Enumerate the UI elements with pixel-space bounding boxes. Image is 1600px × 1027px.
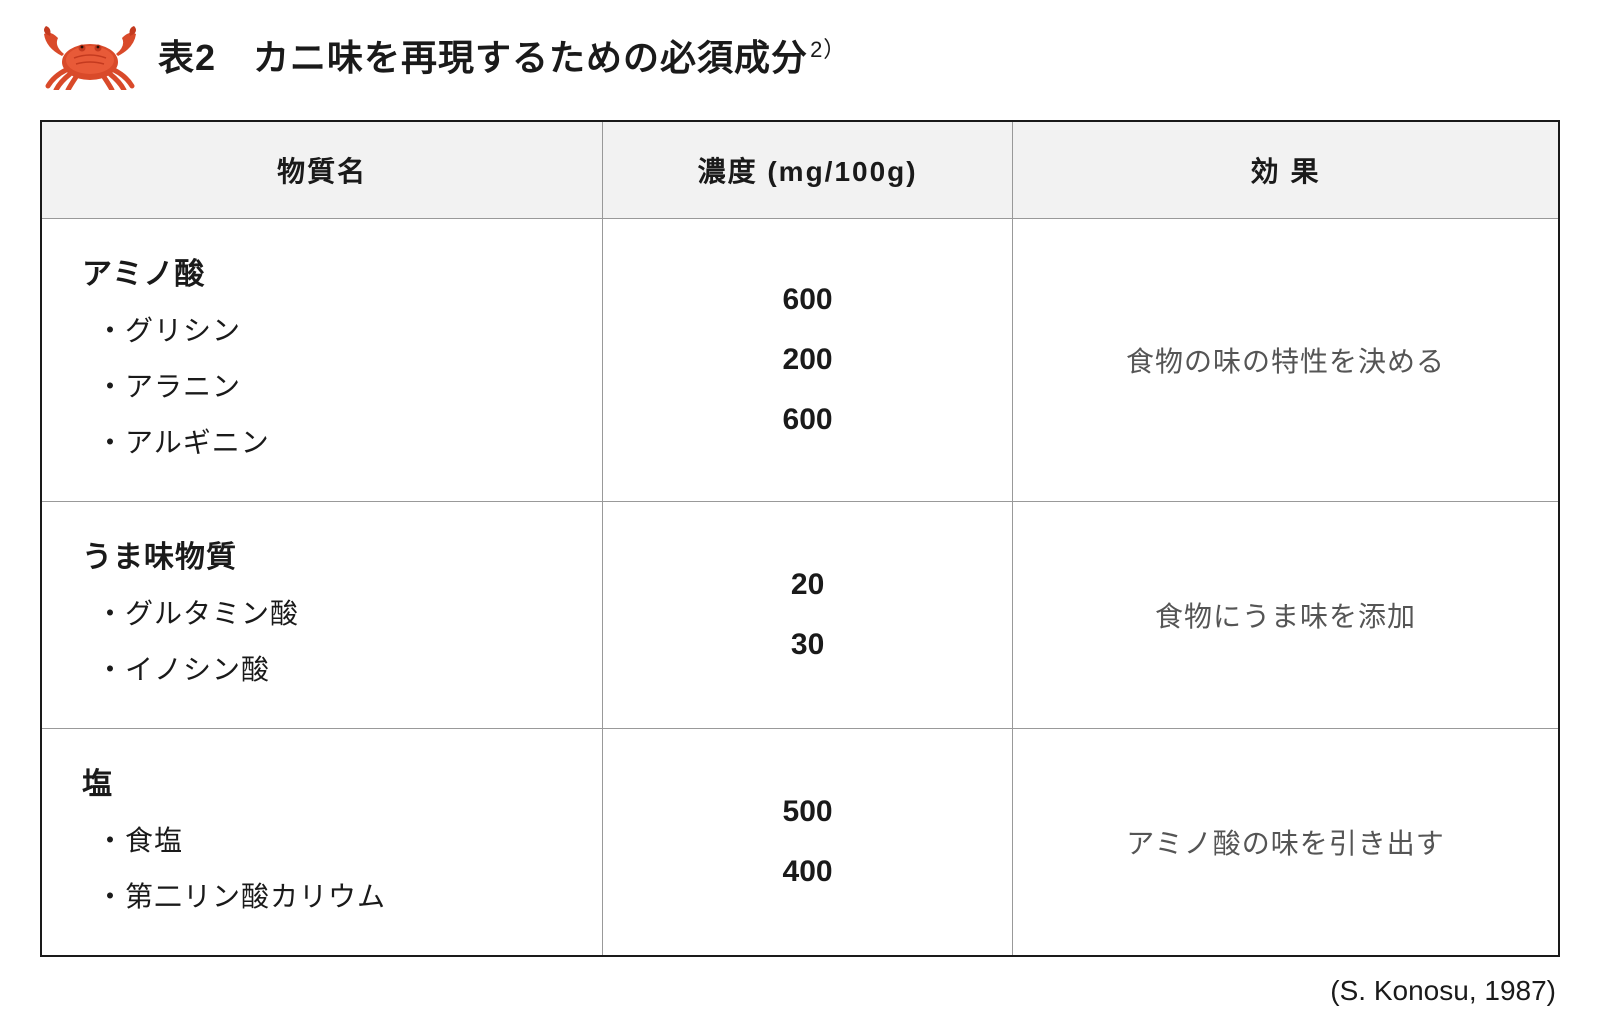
item-line: ・食塩 — [82, 813, 562, 869]
substance-cell: うま味物質 ・グルタミン酸 ・イノシン酸 — [41, 502, 603, 729]
category-label: アミノ酸 — [82, 249, 562, 293]
col-header-effect: 効果 — [1013, 121, 1559, 219]
title-main: カニ味を再現するための必須成分 — [253, 37, 808, 78]
title-superscript: 2） — [810, 37, 846, 62]
title-row: 表2 カニ味を再現するための必須成分2） — [40, 20, 1560, 90]
substance-cell: アミノ酸 ・グリシン ・アラニン ・アルギニン — [41, 219, 603, 502]
table-header-row: 物質名 濃度 (mg/100g) 効果 — [41, 121, 1559, 219]
item-line: ・グルタミン酸 — [82, 586, 562, 642]
conc-value: 30 — [643, 615, 972, 675]
category-label: 塩 — [82, 759, 562, 803]
conc-value: 400 — [643, 842, 972, 902]
conc-value: 200 — [643, 330, 972, 390]
conc-value: 600 — [643, 390, 972, 450]
item-line: ・イノシン酸 — [82, 642, 562, 698]
conc-value: 500 — [643, 782, 972, 842]
table-number: 表2 — [158, 37, 216, 78]
effect-cell: 食物にうま味を添加 — [1013, 502, 1559, 729]
item-line: ・グリシン — [82, 303, 562, 359]
citation: (S. Konosu, 1987) — [40, 975, 1560, 1007]
category-label: うま味物質 — [82, 532, 562, 576]
table-row: アミノ酸 ・グリシン ・アラニン ・アルギニン 600 200 600 食物の味… — [41, 219, 1559, 502]
table-title: 表2 カニ味を再現するための必須成分2） — [158, 29, 846, 81]
concentration-cell: 20 30 — [603, 502, 1013, 729]
conc-value: 600 — [643, 270, 972, 330]
table-row: うま味物質 ・グルタミン酸 ・イノシン酸 20 30 食物にうま味を添加 — [41, 502, 1559, 729]
item-line: ・第二リン酸カリウム — [82, 869, 562, 925]
conc-value: 20 — [643, 555, 972, 615]
col-header-substance: 物質名 — [41, 121, 603, 219]
ingredients-table: 物質名 濃度 (mg/100g) 効果 アミノ酸 ・グリシン ・アラニン ・アル… — [40, 120, 1560, 957]
substance-cell: 塩 ・食塩 ・第二リン酸カリウム — [41, 729, 603, 957]
effect-cell: 食物の味の特性を決める — [1013, 219, 1559, 502]
item-line: ・アルギニン — [82, 415, 562, 471]
item-line: ・アラニン — [82, 359, 562, 415]
concentration-cell: 600 200 600 — [603, 219, 1013, 502]
crab-icon — [40, 20, 140, 90]
table-body: アミノ酸 ・グリシン ・アラニン ・アルギニン 600 200 600 食物の味… — [41, 219, 1559, 957]
effect-cell: アミノ酸の味を引き出す — [1013, 729, 1559, 957]
col-header-concentration: 濃度 (mg/100g) — [603, 121, 1013, 219]
table-row: 塩 ・食塩 ・第二リン酸カリウム 500 400 アミノ酸の味を引き出す — [41, 729, 1559, 957]
concentration-cell: 500 400 — [603, 729, 1013, 957]
